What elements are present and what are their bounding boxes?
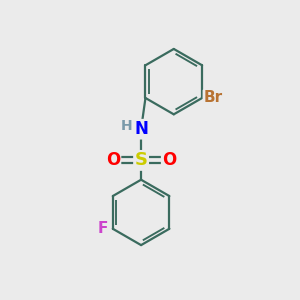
Text: N: N xyxy=(134,120,148,138)
Text: F: F xyxy=(97,221,108,236)
Text: O: O xyxy=(162,152,176,169)
Text: O: O xyxy=(106,152,120,169)
Text: S: S xyxy=(135,152,148,169)
Text: Br: Br xyxy=(204,91,223,106)
Text: H: H xyxy=(120,119,132,133)
